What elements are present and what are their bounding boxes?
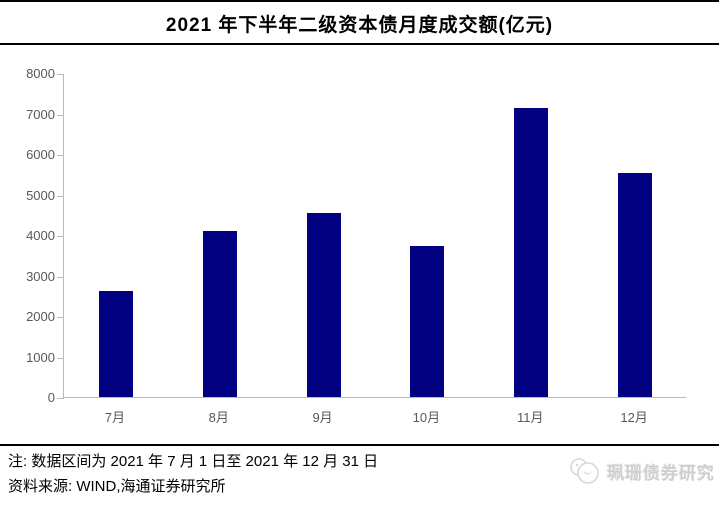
y-axis-tick-mark — [57, 357, 64, 359]
note-data-range: 注: 数据区间为 2021 年 7 月 1 日至 2021 年 12 月 31 … — [8, 453, 379, 470]
x-axis-tick-label: 7月 — [104, 410, 126, 425]
bar-9月 — [306, 213, 341, 397]
y-axis-tick-label: 3000 — [26, 268, 55, 284]
plot-area — [63, 74, 686, 398]
y-axis-tick-mark — [57, 74, 64, 75]
x-axis-tick-label: 11月 — [517, 410, 544, 425]
y-axis-tick-mark — [57, 195, 64, 197]
x-axis-tick-label: 10月 — [412, 410, 441, 425]
y-axis-tick-mark — [57, 114, 64, 116]
y-axis-tick-mark — [57, 317, 64, 318]
y-axis-tick-label: 4000 — [26, 228, 55, 243]
y-axis-tick-label: 1000 — [26, 349, 55, 365]
y-axis-tick-label: 8000 — [26, 66, 55, 81]
y-axis-tick-label: 5000 — [26, 187, 55, 203]
chart-title: 2021 年下半年二级资本债月度成交额(亿元) — [165, 15, 554, 36]
y-axis-tick-label: 6000 — [26, 147, 55, 162]
y-axis-tick-label: 7000 — [26, 106, 55, 122]
bar-7月 — [98, 290, 133, 397]
x-axis-tick-label: 8月 — [208, 410, 229, 425]
x-axis-tick-label: 12月 — [620, 410, 648, 425]
y-axis-tick-mark — [57, 236, 64, 237]
y-axis-tick-mark — [57, 398, 64, 399]
y-axis-tick-label: 0 — [47, 390, 55, 405]
bar-12月 — [618, 173, 653, 397]
top-border-rule — [0, 0, 719, 2]
y-axis-tick-mark — [57, 155, 64, 156]
note-source: 资料来源: WIND,海通证券研究所 — [8, 478, 226, 495]
y-axis-tick-label: 2000 — [26, 309, 55, 324]
notes-divider-rule — [0, 444, 719, 446]
watermark: 珮珊债券研究 — [568, 456, 715, 486]
watermark-text: 珮珊债券研究 — [607, 463, 715, 483]
bar-8月 — [202, 230, 237, 397]
title-divider-rule — [0, 43, 719, 45]
brand-logo-icon — [568, 456, 602, 486]
y-axis-tick-mark — [57, 276, 64, 278]
bar-10月 — [410, 246, 445, 397]
footnotes: 注: 数据区间为 2021 年 7 月 1 日至 2021 年 12 月 31 … — [8, 449, 378, 499]
x-axis-tick-label: 9月 — [312, 410, 333, 425]
bar-11月 — [514, 108, 549, 397]
bar-chart: 0 1000 2000 3000 4000 5000 6000 7000 8000 7月 8月 9月 1… — [0, 45, 719, 445]
